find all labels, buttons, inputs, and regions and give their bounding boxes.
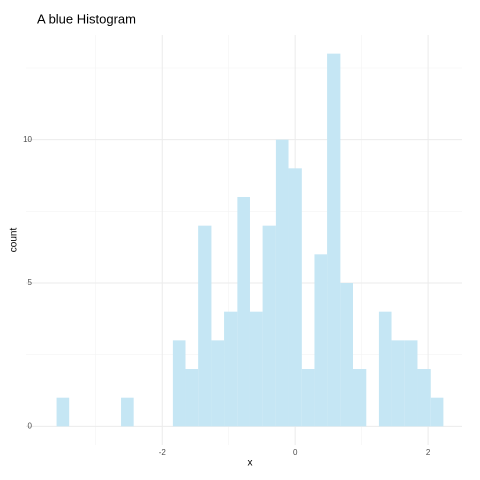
histogram-bar — [172, 340, 186, 427]
histogram-bar — [237, 196, 250, 427]
histogram-bar — [211, 340, 225, 427]
histogram-bar — [327, 53, 341, 427]
chart-title: A blue Histogram — [37, 11, 136, 26]
histogram-bar — [340, 283, 353, 427]
x-tick-label: 0 — [293, 448, 298, 457]
histogram-bar — [301, 369, 315, 427]
y-tick-label: 0 — [28, 421, 33, 430]
histogram-bar — [275, 139, 289, 427]
histogram-bar — [314, 254, 328, 427]
histogram-bar — [262, 225, 276, 427]
histogram-bar — [417, 369, 431, 427]
x-axis-label: x — [248, 458, 253, 469]
x-tick-label: 2 — [426, 448, 431, 457]
histogram-bar — [391, 340, 405, 427]
histogram-bar — [288, 168, 302, 427]
histogram-bar — [224, 311, 238, 427]
histogram-bar — [404, 340, 418, 427]
histogram-bar — [249, 311, 263, 427]
y-axis-label: count — [9, 228, 20, 253]
y-tick-label: 5 — [28, 278, 33, 287]
histogram-bar — [430, 397, 444, 427]
histogram-bar — [353, 369, 367, 427]
histogram-bar — [378, 311, 392, 427]
histogram-bar — [56, 397, 70, 427]
histogram-bar — [121, 397, 134, 427]
histogram-bar — [185, 369, 199, 427]
y-tick-label: 10 — [23, 135, 32, 144]
histogram-bar — [198, 225, 212, 427]
x-tick-label: -2 — [159, 448, 167, 457]
